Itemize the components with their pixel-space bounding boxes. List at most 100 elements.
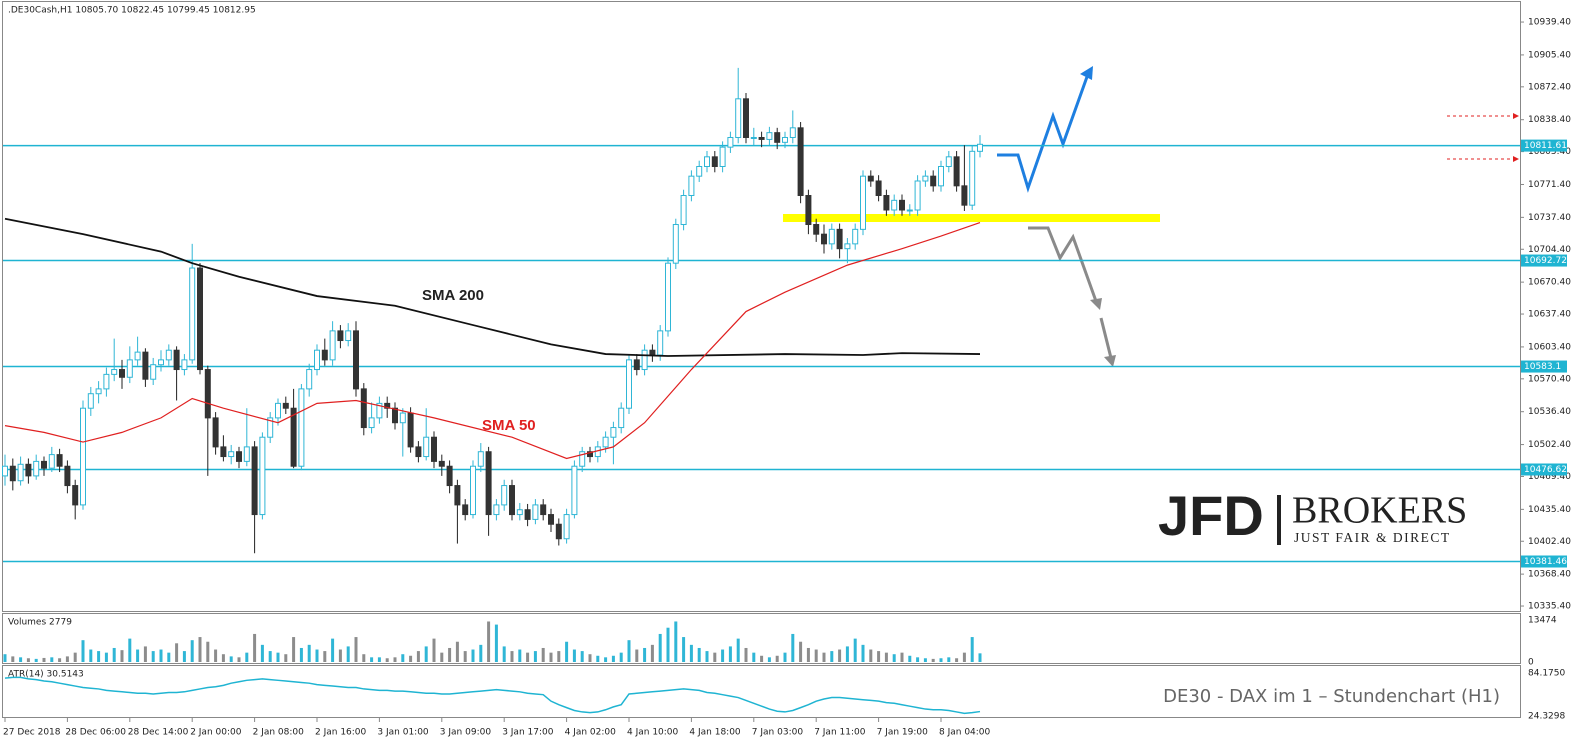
volume-bar bbox=[541, 647, 545, 662]
candle-body bbox=[298, 388, 305, 467]
sma200-label: SMA 200 bbox=[422, 287, 484, 304]
candle-body bbox=[72, 485, 79, 506]
candle-body bbox=[649, 349, 656, 356]
candle-body bbox=[899, 199, 905, 211]
x-tick-label: 27 Dec 2018 bbox=[3, 728, 61, 738]
y-tick-label: 10435.40 bbox=[1528, 505, 1571, 515]
volume-bar bbox=[962, 652, 966, 662]
y-tick-label: 10603.40 bbox=[1528, 342, 1571, 352]
level-tag bbox=[1521, 360, 1567, 373]
candle-body bbox=[867, 175, 874, 182]
candle-body bbox=[509, 485, 515, 516]
volume-bar bbox=[939, 658, 943, 662]
volume-bar bbox=[822, 652, 826, 662]
candle-body bbox=[446, 465, 453, 487]
bear-arrow-head bbox=[1104, 355, 1116, 367]
volume-bar bbox=[175, 643, 179, 662]
sma50-label: SMA 50 bbox=[482, 417, 536, 434]
volume-bar bbox=[619, 652, 623, 662]
candle-body bbox=[516, 509, 523, 516]
volume-bar bbox=[471, 649, 475, 662]
volume-bar bbox=[923, 658, 927, 662]
candle-body bbox=[431, 436, 437, 462]
y-tick-label: 10335.40 bbox=[1528, 602, 1571, 612]
volume-bar bbox=[198, 637, 202, 662]
volume-bar bbox=[128, 638, 132, 662]
y-tick-label: 10704.40 bbox=[1528, 245, 1571, 255]
volume-bar bbox=[120, 650, 124, 662]
volume-bar bbox=[970, 637, 974, 662]
candle-body bbox=[813, 224, 820, 235]
y-tick-label: 10939.40 bbox=[1528, 18, 1571, 28]
y-tick-label: 10838.40 bbox=[1528, 115, 1571, 125]
y-tick-label: 10670.40 bbox=[1528, 278, 1571, 288]
volume-bar bbox=[58, 658, 62, 662]
candle-body bbox=[158, 359, 164, 366]
candle-body bbox=[563, 514, 570, 540]
y-tick-label: 10502.40 bbox=[1528, 440, 1571, 450]
volume-bar bbox=[432, 638, 436, 662]
volume-panel bbox=[2, 613, 1521, 664]
volume-bar bbox=[791, 633, 795, 662]
candle-body bbox=[493, 504, 500, 516]
volume-bar bbox=[744, 647, 748, 662]
volume-bar bbox=[533, 651, 537, 662]
candle-body bbox=[306, 369, 313, 390]
candle-body bbox=[259, 436, 266, 516]
volume-bar bbox=[81, 640, 85, 662]
candle-body bbox=[672, 224, 679, 264]
x-tick-label: 7 Jan 19:00 bbox=[877, 728, 929, 738]
volume-bar bbox=[806, 647, 810, 662]
candle-body bbox=[407, 412, 414, 448]
volume-bar bbox=[307, 644, 311, 662]
candle-body bbox=[384, 402, 391, 409]
x-tick-label: 4 Jan 18:00 bbox=[689, 728, 741, 738]
candle-body bbox=[805, 195, 812, 226]
y-tick-label: 10570.40 bbox=[1528, 374, 1571, 384]
logo-name: BROKERS bbox=[1292, 490, 1467, 532]
candle-body bbox=[610, 427, 617, 438]
volume-bar bbox=[416, 651, 420, 662]
candle-body bbox=[197, 267, 203, 371]
candle-body bbox=[329, 330, 336, 361]
y-tick-label: 10536.40 bbox=[1528, 407, 1571, 417]
caption: DE30 - DAX im 1 – Stundenchart (H1) bbox=[1163, 686, 1500, 707]
volume-bar bbox=[206, 641, 210, 662]
candle-body bbox=[532, 504, 539, 520]
level-tag bbox=[1521, 555, 1567, 568]
volume-bar bbox=[393, 657, 397, 662]
volume-bar bbox=[362, 654, 366, 662]
volume-bar bbox=[604, 657, 608, 662]
volume-bar bbox=[799, 641, 803, 662]
volume-bar bbox=[775, 655, 779, 662]
level-label: 10583.1 bbox=[1524, 362, 1561, 372]
volume-bar bbox=[151, 651, 155, 662]
volume-bar bbox=[502, 646, 506, 662]
volume-bar bbox=[229, 656, 233, 662]
volume-bar bbox=[830, 651, 834, 662]
volume-bar bbox=[736, 638, 740, 662]
candle-body bbox=[633, 359, 640, 371]
volume-bar bbox=[908, 655, 912, 662]
volume-bar bbox=[11, 656, 15, 662]
volume-bar bbox=[518, 649, 522, 662]
volume-bar bbox=[385, 658, 389, 662]
candle-body bbox=[750, 136, 757, 139]
candle-body bbox=[360, 388, 367, 429]
atr-line bbox=[4, 676, 981, 715]
volume-bar bbox=[253, 633, 257, 662]
candle-body bbox=[165, 349, 172, 361]
candle-body bbox=[64, 465, 71, 487]
y-tick-label: 10771.40 bbox=[1528, 180, 1571, 190]
level-tag bbox=[1521, 139, 1567, 152]
x-tick-label: 28 Dec 06:00 bbox=[65, 728, 126, 738]
candle-body bbox=[173, 349, 180, 371]
target-marker bbox=[1513, 113, 1519, 119]
candle-body bbox=[891, 199, 898, 211]
x-tick-label: 2 Jan 16:00 bbox=[315, 728, 367, 738]
atr-label: ATR(14) 30.5143 bbox=[8, 670, 84, 680]
volume-bar bbox=[588, 654, 592, 662]
target-marker bbox=[1513, 156, 1519, 162]
sma-line bbox=[4, 217, 981, 357]
volume-bar bbox=[877, 651, 881, 662]
